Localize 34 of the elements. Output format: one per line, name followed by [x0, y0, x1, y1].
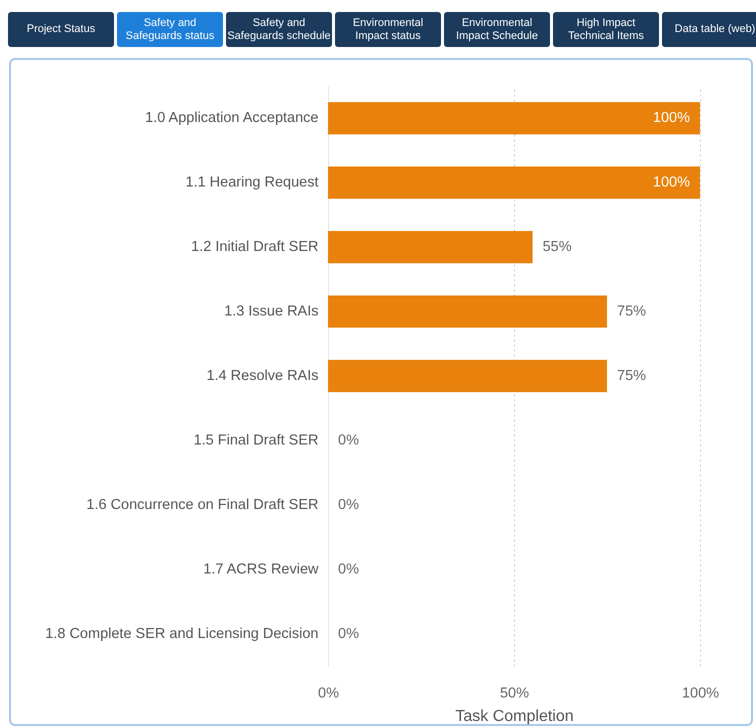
y-tick-label: 1.8 Complete SER and Licensing Decision — [45, 626, 318, 642]
bar — [328, 166, 700, 199]
text: High Impact Technical Items — [553, 12, 659, 47]
x-tick-label: 50% — [500, 686, 530, 702]
x-tick-label: 0% — [318, 686, 340, 702]
text: Data table (web) — [662, 12, 756, 47]
bar — [328, 360, 607, 392]
data-label: 55% — [542, 239, 572, 256]
y-tick-label: 1.1 Hearing Request — [186, 174, 318, 191]
data-label: 100% — [652, 174, 690, 191]
data-label: 0% — [338, 496, 360, 513]
text: Safety and Safeguards status — [117, 12, 223, 47]
y-tick-label: 1.6 Concurrence on Final Draft SER — [86, 496, 318, 513]
data-label: 75% — [617, 368, 646, 384]
y-tick-label: 1.0 Application Acceptance — [145, 110, 318, 126]
data-label: 100% — [652, 110, 690, 126]
data-label: 0% — [338, 432, 360, 448]
text: Environmental Impact Schedule — [444, 12, 550, 47]
y-tick-label: 1.5 Final Draft SER — [194, 432, 318, 448]
text: Safety and Safeguards schedule — [226, 12, 332, 47]
data-label: 75% — [617, 304, 646, 320]
data-label: 0% — [338, 561, 360, 578]
text: Environmental Impact status — [335, 12, 441, 47]
bar — [328, 295, 607, 328]
y-tick-label: 1.4 Resolve RAIs — [206, 368, 318, 384]
x-axis-title: Task Completion — [455, 708, 574, 725]
x-tick-label: 100% — [682, 686, 720, 702]
y-tick-label: 1.2 Initial Draft SER — [191, 239, 318, 256]
y-tick-label: 1.3 Issue RAIs — [224, 304, 318, 320]
y-tick-label: 1.7 ACRS Review — [203, 561, 320, 578]
text: Project Status — [8, 12, 114, 47]
bar — [328, 231, 533, 264]
data-label: 0% — [338, 626, 360, 642]
bar — [328, 102, 700, 134]
